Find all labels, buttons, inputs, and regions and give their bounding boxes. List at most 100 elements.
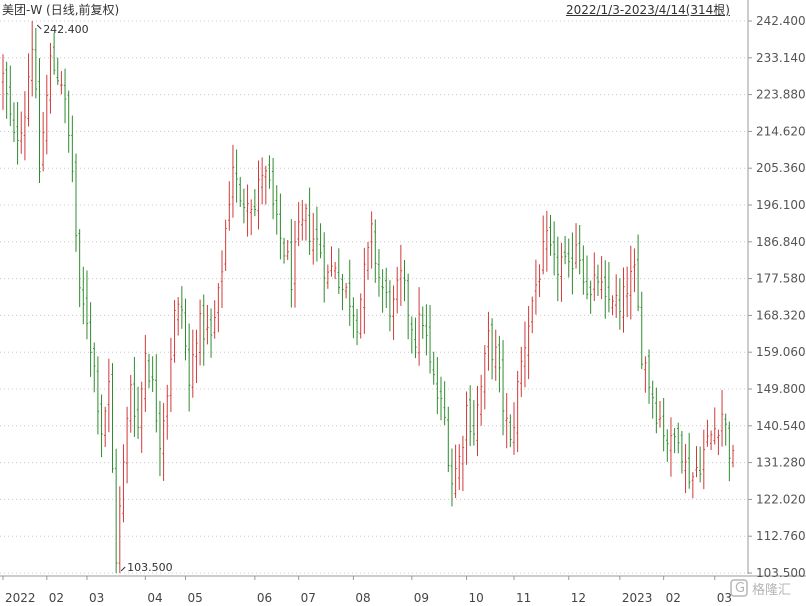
ohlc-bar <box>20 111 23 154</box>
min-price-label: 103.500 <box>127 561 172 574</box>
ohlc-bar <box>173 300 176 363</box>
ohlc-bar <box>239 176 242 207</box>
ohlc-bar <box>198 299 202 366</box>
ohlc-bar <box>333 261 337 280</box>
y-tick-label: 159.060 <box>756 345 806 359</box>
ohlc-bar <box>34 28 38 99</box>
ohlc-bar <box>406 273 410 340</box>
axis-frame <box>0 0 806 577</box>
ohlc-bar <box>717 429 720 456</box>
ohlc-bar <box>63 68 67 124</box>
ohlc-bar <box>509 414 512 448</box>
ohlc-bar <box>71 115 74 183</box>
watermark: G 格隆汇 <box>730 579 791 598</box>
ohlc-bar <box>629 245 632 320</box>
ohlc-bar <box>487 311 490 371</box>
ohlc-bar <box>428 304 432 374</box>
ohlc-bar <box>180 286 184 329</box>
ohlc-bar <box>260 157 264 205</box>
ohlc-bar <box>330 246 333 277</box>
ohlc-bar <box>1 54 5 110</box>
ohlc-bar <box>618 278 622 330</box>
ohlc-bar <box>169 337 173 413</box>
ohlc-bar <box>501 340 505 436</box>
ohlc-bar <box>279 193 282 260</box>
ohlc-bar <box>527 305 530 380</box>
x-tick-label: 06 <box>257 591 272 605</box>
ohlc-bar <box>658 401 662 428</box>
ohlc-bar <box>461 435 465 492</box>
ohlc-bar <box>666 429 669 462</box>
ohlc-bar <box>633 248 636 293</box>
y-tick-label: 112.760 <box>756 529 806 543</box>
ohlc-bar <box>78 229 81 308</box>
watermark-logo-icon <box>730 579 748 597</box>
ohlc-bar <box>465 391 468 465</box>
ohlc-bar <box>151 356 154 393</box>
ohlc-bar <box>425 304 428 356</box>
ohlc-bar <box>56 57 59 85</box>
ohlc-bar <box>374 219 377 283</box>
ohlc-bar <box>184 298 187 361</box>
ohlc-bar <box>187 323 191 412</box>
x-tick-label: 2022 <box>5 591 36 605</box>
ohlc-bar <box>242 188 246 224</box>
ohlc-bar <box>556 236 559 302</box>
ohlc-bar <box>644 356 647 393</box>
ohlc-bar <box>476 385 479 457</box>
ohlc-bar <box>636 234 640 312</box>
ohlc-bar <box>155 354 158 433</box>
ohlc-bar <box>213 300 216 339</box>
ohlc-bar <box>469 385 472 447</box>
ohlc-bar <box>578 225 581 275</box>
ohlc-bar <box>206 304 209 345</box>
ohlc-bar <box>669 417 673 477</box>
ohlc-bar <box>414 317 417 359</box>
ohlc-bar <box>538 264 541 298</box>
ohlc-bar <box>447 406 450 473</box>
ohlc-bar <box>396 266 399 314</box>
date-range-label[interactable]: 2022/1/3-2023/4/14(314根) <box>565 3 730 17</box>
ohlc-bar <box>111 363 114 473</box>
x-tick-label: 09 <box>414 591 429 605</box>
max-price-label: 242.400 <box>43 23 88 36</box>
ohlc-bar <box>520 346 523 398</box>
ohlc-bar <box>341 273 344 311</box>
ohlc-bar <box>534 259 538 315</box>
ohlc-bar <box>27 53 30 127</box>
ohlc-bar <box>89 302 92 377</box>
ohlc-bar <box>352 297 355 339</box>
ohlc-bar <box>253 189 257 217</box>
ohlc-bar <box>301 200 304 241</box>
extreme-annotations: 242.400 103.500 <box>36 23 173 574</box>
y-tick-label: 223.880 <box>756 88 806 102</box>
y-tick-label: 168.320 <box>756 308 806 322</box>
ohlc-bar <box>567 238 570 278</box>
ohlc-bar <box>600 256 603 300</box>
ohlc-bar <box>38 58 41 183</box>
x-tick-label: 02 <box>666 591 681 605</box>
ohlc-bar <box>282 237 286 264</box>
x-tick-label: 07 <box>301 591 316 605</box>
ohlc-bar <box>655 387 658 434</box>
ohlc-bar <box>647 349 651 404</box>
ohlc-bar <box>706 419 709 447</box>
ohlc-bar <box>162 402 165 481</box>
ohlc-bar <box>731 444 735 468</box>
x-tick-label: 08 <box>355 591 370 605</box>
ohlc-bar <box>728 421 731 482</box>
y-tick-label: 214.620 <box>756 124 806 138</box>
x-axis-ticks: 2022 02 03 04 05 06 07 08 09 10 11 12 2023 02 03 <box>2 576 732 605</box>
ohlc-bar <box>366 241 370 280</box>
ohlc-bar <box>41 112 45 172</box>
ohlc-bar <box>246 184 249 237</box>
ohlc-bar <box>651 380 654 419</box>
ohlc-bar <box>549 215 552 256</box>
x-tick-label: 03 <box>717 591 732 605</box>
y-tick-label: 131.280 <box>756 456 806 470</box>
ohlc-bar <box>421 306 424 339</box>
ohlc-bar <box>399 244 403 306</box>
ohlc-bar <box>220 250 224 308</box>
ohlc-bar <box>257 160 260 230</box>
